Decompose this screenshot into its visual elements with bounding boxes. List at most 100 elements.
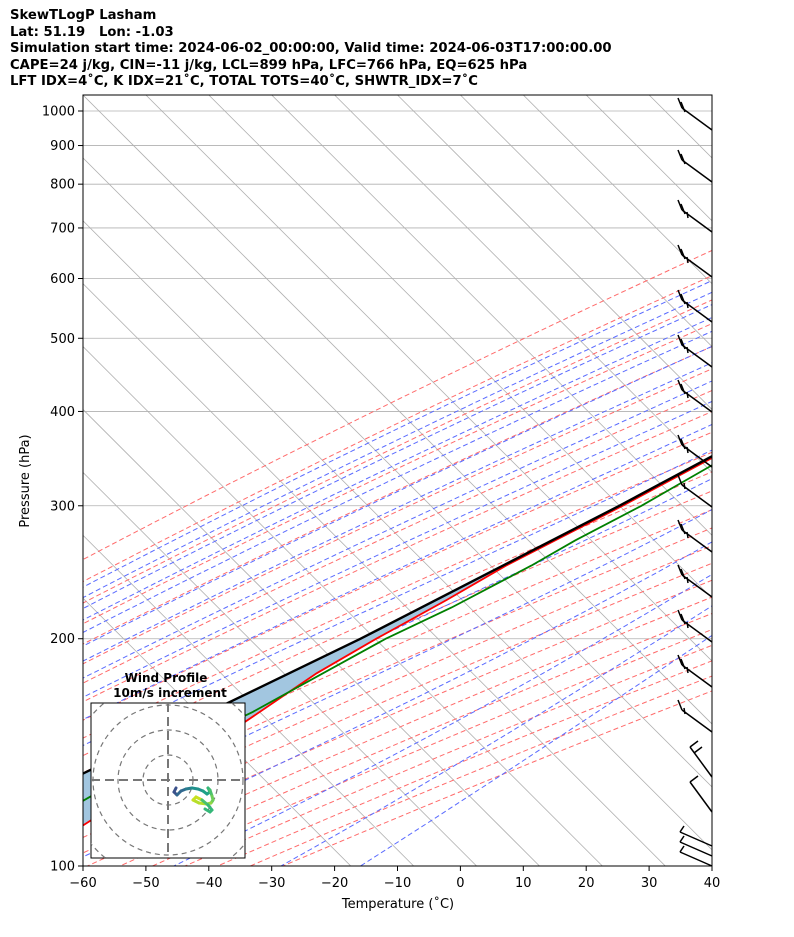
chart-title: SkewTLogP Lasham <box>10 8 157 23</box>
barb-feather <box>680 101 686 113</box>
inset-subtitle: 10m/s increment <box>113 686 227 700</box>
barb-feather <box>686 531 689 539</box>
profile-lines <box>83 454 712 827</box>
dry-adiabat <box>83 527 712 807</box>
barb-feather <box>677 519 683 531</box>
isotherm-20 <box>585 95 712 222</box>
wind-barb <box>679 835 713 857</box>
moist-adiabat <box>83 380 712 679</box>
time-line: Simulation start time: 2024-06-02_00:00:… <box>10 41 612 56</box>
barb-feather <box>686 576 689 584</box>
wind-barb <box>677 474 713 508</box>
barb-feather <box>686 666 689 674</box>
x-tick-label: −10 <box>384 876 411 891</box>
y-tick-label: 1000 <box>42 104 75 119</box>
barb-feather <box>686 391 689 399</box>
dry-adiabat <box>83 345 712 645</box>
wind-barb <box>679 845 713 867</box>
barb-feather <box>677 699 683 711</box>
barb-feather <box>680 568 686 580</box>
dry-adiabat <box>83 249 712 561</box>
wind-barb <box>677 434 713 468</box>
moist-adiabat <box>83 345 712 647</box>
moist-adiabat <box>83 280 712 588</box>
barb-feather <box>679 835 685 843</box>
isotherm-10 <box>523 95 712 285</box>
wind-barb <box>677 519 713 553</box>
wind-barb <box>677 609 713 643</box>
barb-feather <box>677 474 683 486</box>
y-tick-label: 800 <box>50 178 75 193</box>
wind-barb <box>677 379 713 413</box>
wind-barbs <box>677 97 713 867</box>
wind-barb <box>689 740 713 778</box>
moist-adiabat <box>360 634 712 866</box>
dry-adiabat <box>83 411 712 703</box>
wind-barb <box>677 244 713 278</box>
wind-barb <box>677 199 713 233</box>
barb-feather <box>683 482 686 490</box>
y-tick-label: 500 <box>50 332 75 347</box>
barb-feather <box>689 740 699 748</box>
moist-adiabat <box>83 400 712 698</box>
barb-feather <box>680 658 686 670</box>
x-tick-label: 30 <box>641 876 658 891</box>
y-tick-label: 300 <box>50 499 75 514</box>
barb-feather <box>677 654 683 666</box>
barb-feather <box>677 244 683 256</box>
x-tick-label: −50 <box>132 876 159 891</box>
moist-adiabat <box>83 478 712 777</box>
barb-shaft <box>681 159 713 183</box>
isotherm--120 <box>83 471 477 866</box>
parcel-line <box>83 454 712 775</box>
y-tick-label: 200 <box>50 632 75 647</box>
moist-adiabat <box>83 316 712 621</box>
barb-feather <box>689 775 699 783</box>
wind-profile-inset: Wind Profile 10m/s increment <box>90 671 246 859</box>
barb-feather <box>677 609 683 621</box>
wind-barb <box>677 97 713 131</box>
barb-feather <box>680 153 686 165</box>
location-line: Lat: 51.19 Lon: -1.03 <box>10 24 174 40</box>
barb-feather <box>686 301 689 309</box>
dry-adiabat <box>83 490 712 774</box>
barb-feather <box>677 434 683 446</box>
wind-barb <box>677 334 713 368</box>
isotherm--80 <box>83 220 712 851</box>
x-tick-label: 20 <box>578 876 595 891</box>
dry-adiabat <box>83 509 712 790</box>
wind-barb <box>677 564 713 598</box>
x-tick-label: −60 <box>69 876 96 891</box>
barb-feather <box>677 199 683 211</box>
y-tick-label: 900 <box>50 139 75 154</box>
x-tick-label: −30 <box>258 876 285 891</box>
cape-line: CAPE=24 j/kg, CIN=-11 j/kg, LCL=899 hPa,… <box>10 57 528 73</box>
wind-barb <box>677 149 713 183</box>
y-tick-label: 100 <box>50 860 75 875</box>
barb-shaft <box>679 851 713 867</box>
moist-adiabat <box>83 423 712 721</box>
y-tick-label: 400 <box>50 405 75 420</box>
moist-adiabat <box>173 573 712 866</box>
moist-adiabat <box>83 509 712 814</box>
moist-adiabat <box>83 362 712 662</box>
barb-feather <box>686 256 689 264</box>
barb-feather <box>677 334 683 346</box>
isotherm--70 <box>83 157 712 788</box>
isotherm--90 <box>83 283 666 866</box>
isotherm--40 <box>208 95 712 599</box>
x-axis-label: Temperature (˚C) <box>341 896 454 912</box>
barb-feather <box>677 149 683 161</box>
barb-feather <box>677 289 683 301</box>
x-tick-label: −40 <box>195 876 222 891</box>
hodo-segment <box>203 807 212 814</box>
moist-adiabat <box>83 449 712 747</box>
barb-feather <box>680 613 686 625</box>
barb-feather <box>677 564 683 576</box>
dry-adiabat <box>83 451 712 739</box>
axes: −60 −50 −40 −30 −20 −10 0 10 20 30 40 1000 900 800 700… <box>42 104 720 891</box>
wind-barb <box>679 825 713 847</box>
barb-feather <box>680 338 686 350</box>
barb-feather <box>680 523 686 535</box>
dry-adiabat <box>83 299 712 604</box>
